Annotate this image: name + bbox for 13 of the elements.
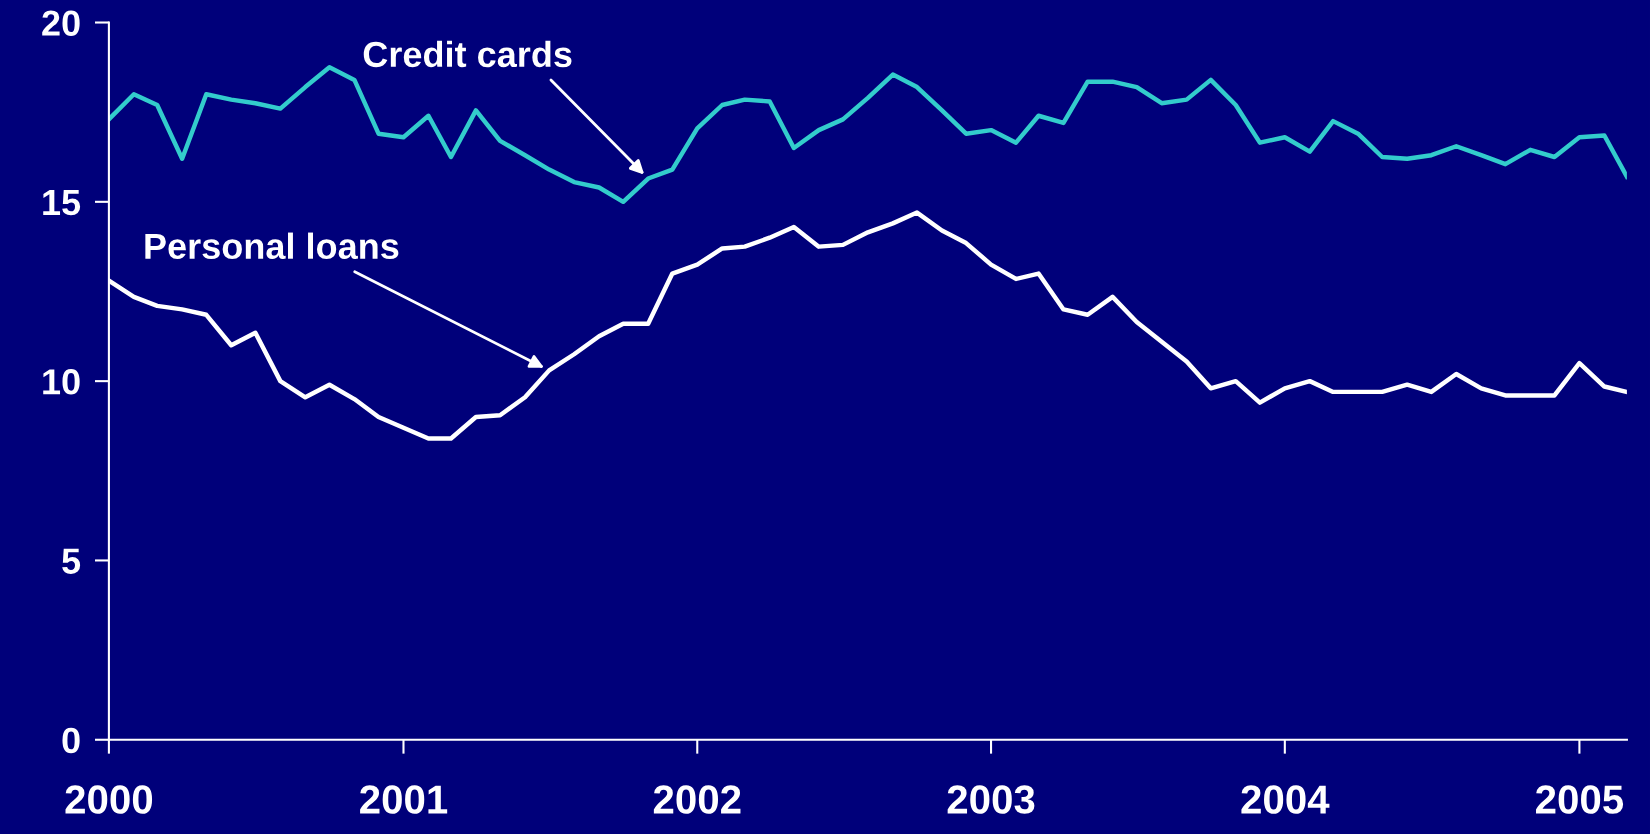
y-tick-label: 0 xyxy=(62,727,80,754)
y-tick-label: 15 xyxy=(43,190,81,216)
x-tick-label: 2002 xyxy=(653,785,741,814)
x-tick-label: 2003 xyxy=(947,785,1035,814)
y-tick-label: 20 xyxy=(42,10,80,36)
series-label: Personal loans xyxy=(145,232,399,260)
x-tick-label: 2005 xyxy=(1536,785,1624,814)
y-tick-label: 5 xyxy=(62,548,81,574)
x-tick-label: 2000 xyxy=(65,785,153,814)
x-tick-label: 2001 xyxy=(360,785,448,814)
x-tick-label: 2004 xyxy=(1241,785,1330,814)
series-label: Credit cards xyxy=(363,40,572,68)
y-tick-label: 10 xyxy=(43,369,80,395)
